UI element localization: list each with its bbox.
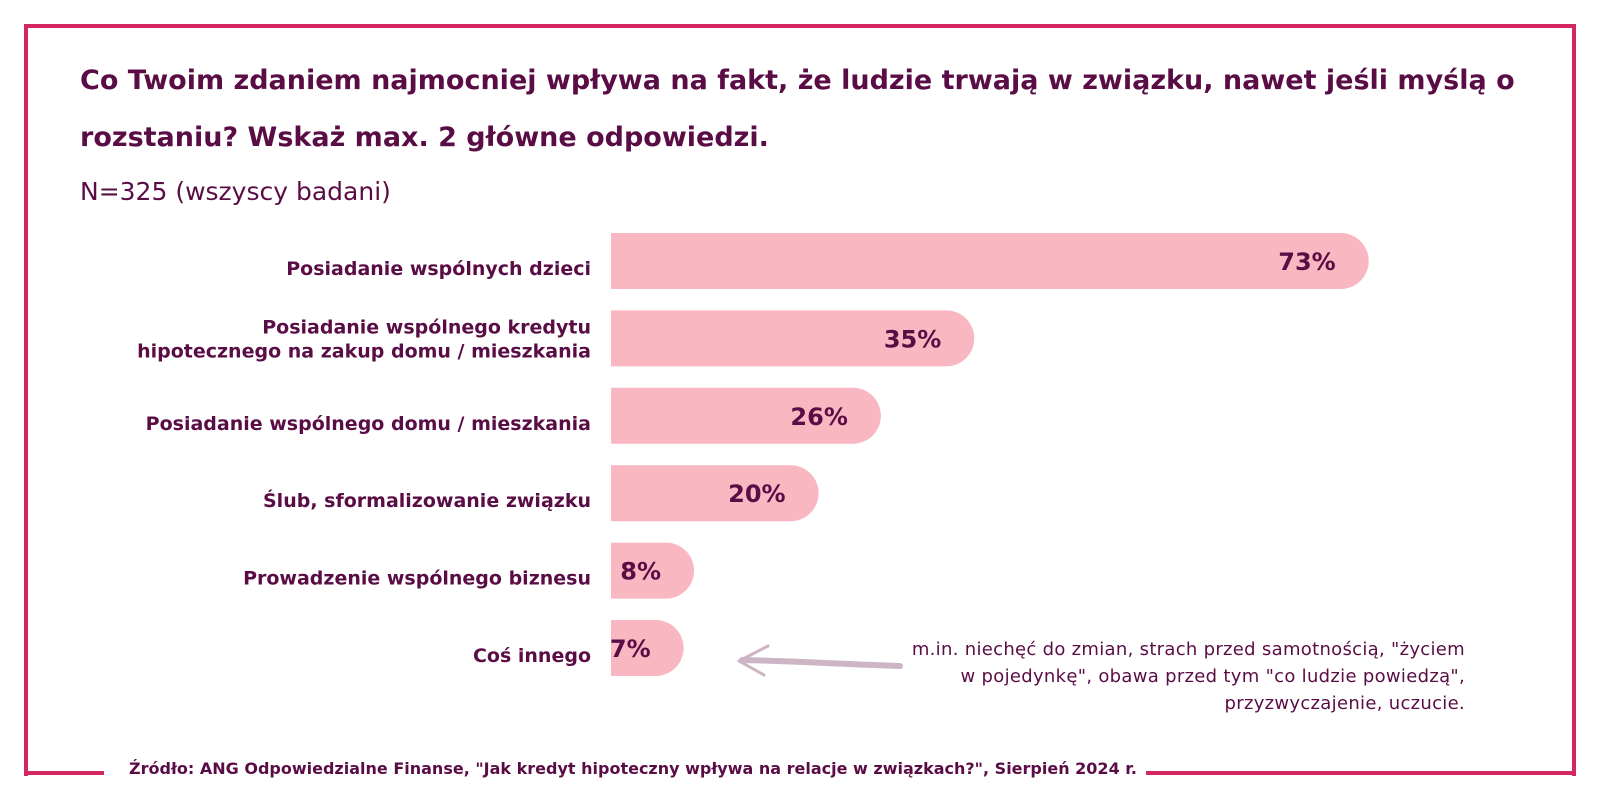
bar (611, 465, 819, 522)
bar (611, 233, 1369, 289)
arrow-icon (737, 644, 903, 677)
value-label: 7% (610, 635, 651, 663)
category-label: Posiadanie wspólnych dzieci (286, 258, 591, 280)
category-label: Posiadanie wspólnego domu / mieszkania (146, 413, 591, 435)
source-footnote: Źródło: ANG Odpowiedzialne Finanse, "Jak… (129, 759, 1137, 778)
bar (611, 387, 881, 444)
bar (611, 542, 695, 599)
value-label: 73% (1278, 248, 1335, 276)
chart-frame (24, 24, 1576, 776)
value-label: 20% (728, 480, 785, 508)
bar (611, 310, 975, 367)
other-answers-note: m.in. niechęć do zmian, strach przed sam… (911, 639, 1465, 714)
chart-title: Co Twoim zdaniem najmocniej wpływa na fa… (80, 65, 1515, 153)
category-label: Coś innego (473, 645, 591, 667)
frame-bottom-right-segment (1146, 771, 1576, 775)
value-label: 26% (790, 403, 847, 431)
chart-subtitle: N=325 (wszyscy badani) (80, 177, 391, 206)
category-label: Prowadzenie wspólnego biznesu (243, 568, 591, 590)
value-label: 35% (884, 325, 941, 353)
bar (611, 620, 684, 677)
frame-bottom-left-segment (24, 771, 104, 775)
value-label: 8% (620, 558, 661, 586)
category-label: Posiadanie wspólnego kredytu hipotecznego… (137, 316, 591, 362)
category-label: Ślub, sformalizowanie związku (263, 488, 591, 512)
